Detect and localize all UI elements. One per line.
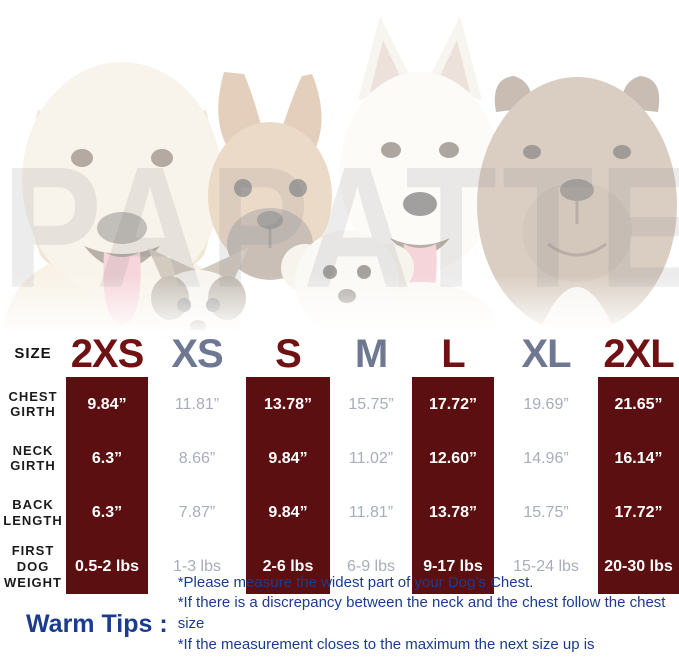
highlight-block-2xl: 21.65” 16.14” 17.72” 20-30 lbs	[598, 377, 679, 594]
size-column-2xs: 2XS 9.84” 6.3” 6.3” 0.5-2 lbs	[66, 330, 148, 594]
neck-girth-value: 16.14”	[614, 449, 663, 467]
warm-tips-lines: *Please measure the widest part of your …	[178, 573, 673, 659]
size-name-xs: XS	[171, 331, 223, 376]
size-column-xs: XS 11.81” 8.66” 7.87” 1-3 lbs	[148, 330, 246, 594]
neck-girth-value: 9.84”	[268, 449, 308, 467]
back-length-value: 6.3”	[91, 504, 123, 522]
collage-fade-overlay	[0, 275, 679, 330]
size-name-2xs: 2XS	[70, 331, 145, 376]
size-column-2xl: 2XL 21.65” 16.14” 17.72” 20-30 lbs	[598, 330, 679, 594]
chest-girth-value: 17.72”	[428, 395, 478, 413]
first-dog-weight-value: 0.5-2 lbs	[74, 558, 140, 576]
size-column-m: M 15.75” 11.02” 11.81” 6-9 lbs	[330, 330, 412, 594]
neck-girth-value: 12.60”	[428, 449, 478, 467]
french-bulldog-photo	[208, 72, 332, 280]
highlight-block-2xs: 9.84” 6.3” 6.3” 0.5-2 lbs	[66, 377, 148, 594]
warm-tip-line: *If there is a discrepancy between the n…	[177, 594, 666, 633]
highlight-block-l: 17.72” 12.60” 13.78” 9-17 lbs	[412, 377, 494, 594]
first-dog-weight-value: 6-9 lbs	[346, 558, 396, 576]
row-labels-column: SIZE CHEST GIRTH NECK GIRTH BACK LENGTH …	[0, 330, 66, 594]
chest-girth-value: 19.69”	[523, 395, 569, 413]
first-dog-weight-value: 15-24 lbs	[513, 558, 579, 576]
size-column-s: S 13.78” 9.84” 9.84” 2-6 lbs	[246, 330, 330, 594]
chest-girth-value: 13.78”	[263, 395, 313, 413]
first-dog-weight-value: 2-6 lbs	[262, 558, 314, 576]
size-column-l: L 17.72” 12.60” 13.78” 9-17 lbs	[412, 330, 494, 594]
size-name-s: S	[275, 331, 302, 376]
back-length-value: 11.81”	[348, 504, 394, 522]
chest-girth-value: 15.75”	[348, 395, 394, 413]
size-name-m: M	[354, 331, 388, 376]
back-length-value: 17.72”	[614, 504, 663, 522]
first-dog-weight-value: 9-17 lbs	[423, 558, 483, 576]
warm-tips-title: Warm Tips :	[26, 610, 168, 638]
size-header-label: SIZE	[14, 345, 52, 362]
neck-girth-value: 11.02”	[348, 449, 394, 467]
row-label-back-length: BACK LENGTH	[3, 497, 63, 528]
row-label-chest-girth: CHEST GIRTH	[8, 388, 58, 420]
warm-tip-line: *If the measurement closes to the maximu…	[177, 635, 595, 659]
chest-girth-value: 11.81”	[174, 395, 220, 413]
back-length-value: 7.87”	[178, 504, 216, 522]
first-dog-weight-value: 1-3 lbs	[172, 558, 222, 576]
dog-photo-collage: PAPATTE	[0, 16, 679, 330]
first-dog-weight-value: 20-30 lbs	[604, 558, 673, 576]
chest-girth-value: 9.84”	[87, 395, 127, 413]
back-length-value: 13.78”	[428, 504, 478, 522]
back-length-value: 15.75”	[523, 504, 569, 522]
neck-girth-value: 6.3”	[91, 449, 123, 467]
row-label-neck-girth: NECK GIRTH	[10, 442, 56, 474]
back-length-value: 9.84”	[268, 504, 308, 522]
neck-girth-value: 8.66”	[178, 449, 216, 467]
size-name-l: L	[441, 331, 465, 376]
size-name-2xl: 2XL	[603, 331, 674, 376]
row-label-first-dog-weight: FIRST DOG WEIGHT	[4, 543, 62, 590]
neck-girth-value: 14.96”	[523, 449, 569, 467]
size-name-xl: XL	[521, 331, 571, 376]
highlight-block-s: 13.78” 9.84” 9.84” 2-6 lbs	[246, 377, 330, 594]
chest-girth-value: 21.65”	[614, 395, 663, 413]
warm-tip-line: *Please measure the widest part of your …	[177, 573, 534, 591]
warm-tips-section: Warm Tips : *Please measure the widest p…	[0, 574, 679, 659]
size-chart-table: SIZE CHEST GIRTH NECK GIRTH BACK LENGTH …	[0, 330, 679, 594]
size-column-xl: XL 19.69” 14.96” 15.75” 15-24 lbs	[494, 330, 598, 594]
